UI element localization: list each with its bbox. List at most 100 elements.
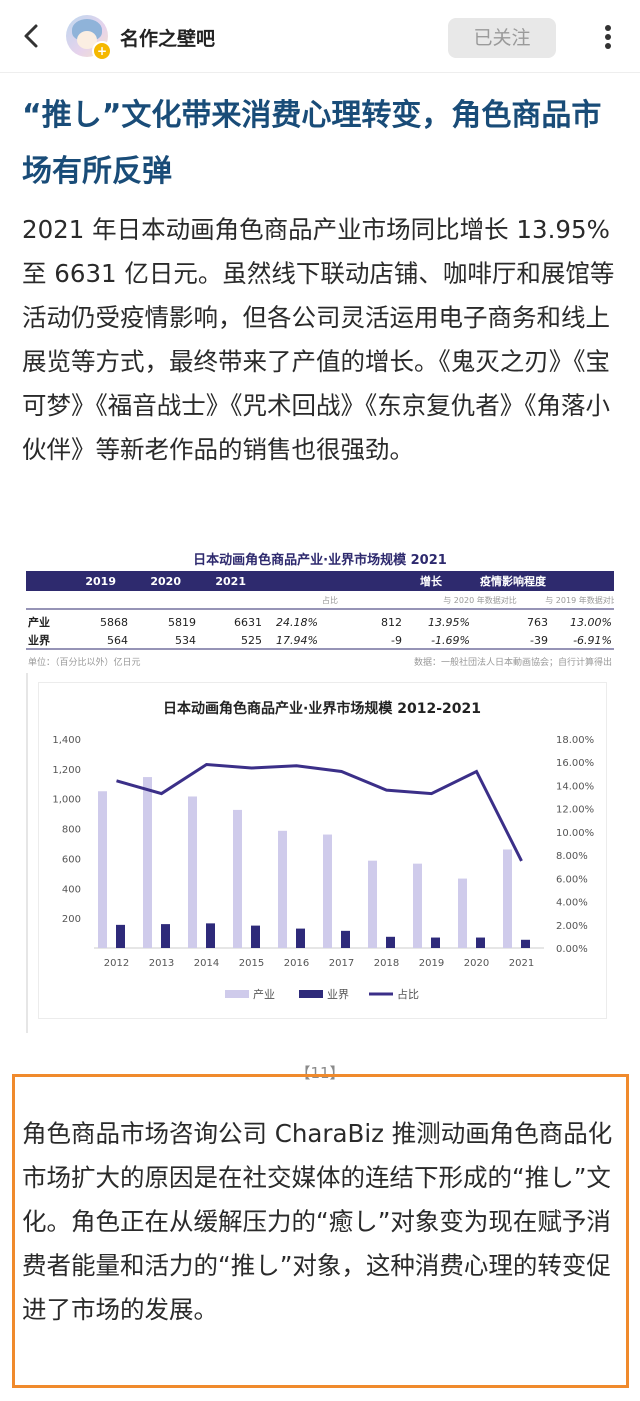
forum-avatar[interactable] xyxy=(66,15,108,57)
article-paragraph-highlight: 角色商品市场咨询公司 CharaBiz 推测动画角色商品化市场扩大的原因是在社交… xyxy=(22,1119,613,1324)
x-tick-label: 2014 xyxy=(194,958,219,969)
table-cell: 24.18% xyxy=(276,616,318,629)
table-header-cell: 2019 xyxy=(85,575,116,588)
legend-label: 产业 xyxy=(253,987,275,1001)
bar-产业 xyxy=(413,863,422,948)
table-header-cell: 2020 xyxy=(150,575,181,588)
table-header-cell: 增长 xyxy=(420,574,443,588)
table-header-cell: 疫情影响程度 xyxy=(480,574,547,588)
table-unit-note: 单位：（百分比以外）亿日元 xyxy=(28,656,141,668)
table-source-note: 数据：一般社団法人日本動画協会；自行计算得出 xyxy=(414,656,612,668)
bar-业界 xyxy=(386,936,395,948)
bar-业界 xyxy=(116,924,125,948)
bar-产业 xyxy=(278,830,287,948)
table-title: 日本动画角色商品产业·业界市场规模 2021 xyxy=(193,552,447,568)
x-tick-label: 2015 xyxy=(239,958,264,969)
follow-button[interactable]: 已关注 xyxy=(448,18,556,58)
table-cell: 13.95% xyxy=(428,616,470,629)
table-cell: 13.00% xyxy=(570,616,612,629)
legend-label: 业界 xyxy=(327,988,349,1001)
y-right-tick-label: 8.00% xyxy=(556,851,588,862)
image-divider xyxy=(26,673,28,1033)
line-占比 xyxy=(116,763,523,862)
table-cell: -6.91% xyxy=(573,634,612,647)
bar-业界 xyxy=(341,930,350,948)
y-left-tick-label: 600 xyxy=(62,854,81,865)
table-cell: 5819 xyxy=(168,616,196,629)
bar-产业 xyxy=(143,777,152,948)
x-tick-label: 2020 xyxy=(464,958,489,969)
table-cell: 17.94% xyxy=(276,634,318,647)
table-cell: 763 xyxy=(527,616,548,629)
table-cell: 525 xyxy=(241,634,262,647)
bar-产业 xyxy=(233,809,242,948)
table-cell: 产业 xyxy=(28,615,50,629)
x-tick-label: 2017 xyxy=(329,958,354,969)
table-cell: 812 xyxy=(381,616,402,629)
table-cell: 564 xyxy=(107,634,128,647)
y-left-tick-label: 200 xyxy=(62,914,81,925)
y-left-tick-label: 1,400 xyxy=(52,735,81,746)
bar-产业 xyxy=(98,791,107,948)
forum-name[interactable]: 名作之壁吧 xyxy=(120,28,216,50)
bar-产业 xyxy=(458,878,467,948)
bar-产业 xyxy=(368,860,377,948)
table-cell: 业界 xyxy=(28,633,50,647)
y-left-tick-label: 800 xyxy=(62,825,81,836)
table-cell: -1.69% xyxy=(431,634,470,647)
back-button[interactable] xyxy=(14,18,50,54)
y-right-tick-label: 4.00% xyxy=(556,898,588,909)
legend-swatch xyxy=(299,990,323,998)
y-right-tick-label: 16.00% xyxy=(556,758,594,769)
bar-业界 xyxy=(161,924,170,948)
y-right-tick-label: 10.00% xyxy=(556,828,594,839)
bar-业界 xyxy=(206,923,215,948)
top-bar: + 名作之壁吧 已关注 xyxy=(0,0,640,73)
bar-业界 xyxy=(521,939,530,948)
highlight-box xyxy=(12,1074,629,1388)
x-tick-label: 2012 xyxy=(104,958,129,969)
table-cell: -39 xyxy=(530,634,548,647)
x-tick-label: 2019 xyxy=(419,958,444,969)
table-cell: 5868 xyxy=(100,616,128,629)
legend-swatch xyxy=(225,990,249,998)
y-right-tick-label: 12.00% xyxy=(556,805,594,816)
table-cell: 534 xyxy=(175,634,196,647)
bar-业界 xyxy=(296,928,305,948)
more-vertical-icon xyxy=(605,25,611,49)
y-right-tick-label: 6.00% xyxy=(556,874,588,885)
bar-产业 xyxy=(503,849,512,948)
x-tick-label: 2021 xyxy=(509,958,534,969)
table-cell: -9 xyxy=(391,634,402,647)
y-left-tick-label: 1,200 xyxy=(52,765,81,776)
more-button[interactable] xyxy=(596,20,620,54)
bar-业界 xyxy=(431,937,440,948)
y-left-tick-label: 400 xyxy=(62,884,81,895)
article-title: “推し”文化带来消费心理转变，角色商品市场有所反弹 xyxy=(22,98,602,189)
image-caption: 【11】 xyxy=(295,1064,345,1082)
verified-badge-icon: + xyxy=(92,41,112,61)
article-paragraph: 2021 年日本动画角色商品产业市场同比增长 13.95% 至 6631 亿日元… xyxy=(22,215,615,464)
y-left-tick-label: 1,000 xyxy=(52,795,81,806)
bar-产业 xyxy=(323,834,332,948)
table-subheader-cell: 与 2019 年数据对比 xyxy=(545,595,614,605)
table-subheader-cell: 占比 xyxy=(322,595,338,605)
x-tick-label: 2016 xyxy=(284,958,309,969)
chart-title: 日本动画角色商品产业·业界市场规模 2012-2021 xyxy=(163,700,481,717)
y-right-tick-label: 0.00% xyxy=(556,944,588,955)
bar-产业 xyxy=(188,796,197,948)
table-header-cell: 2021 xyxy=(215,575,246,588)
table-cell: 6631 xyxy=(234,616,262,629)
market-size-table[interactable]: 日本动画角色商品产业·业界市场规模 2021 2019 2020 2021 增长 疫情影… xyxy=(26,549,614,673)
bar-业界 xyxy=(251,925,260,948)
y-right-tick-label: 18.00% xyxy=(556,735,594,746)
table-subheader-cell: 与 2020 年数据对比 xyxy=(443,595,516,605)
bar-业界 xyxy=(476,937,485,948)
y-right-tick-label: 14.00% xyxy=(556,781,594,792)
chevron-left-icon xyxy=(24,24,38,48)
market-size-chart[interactable]: 日本动画角色商品产业·业界市场规模 2012-2021 200 400 600 800… xyxy=(38,682,607,1019)
x-tick-label: 2018 xyxy=(374,958,399,969)
y-right-tick-label: 2.00% xyxy=(556,921,588,932)
x-tick-label: 2013 xyxy=(149,958,174,969)
legend-label: 占比 xyxy=(397,987,419,1001)
